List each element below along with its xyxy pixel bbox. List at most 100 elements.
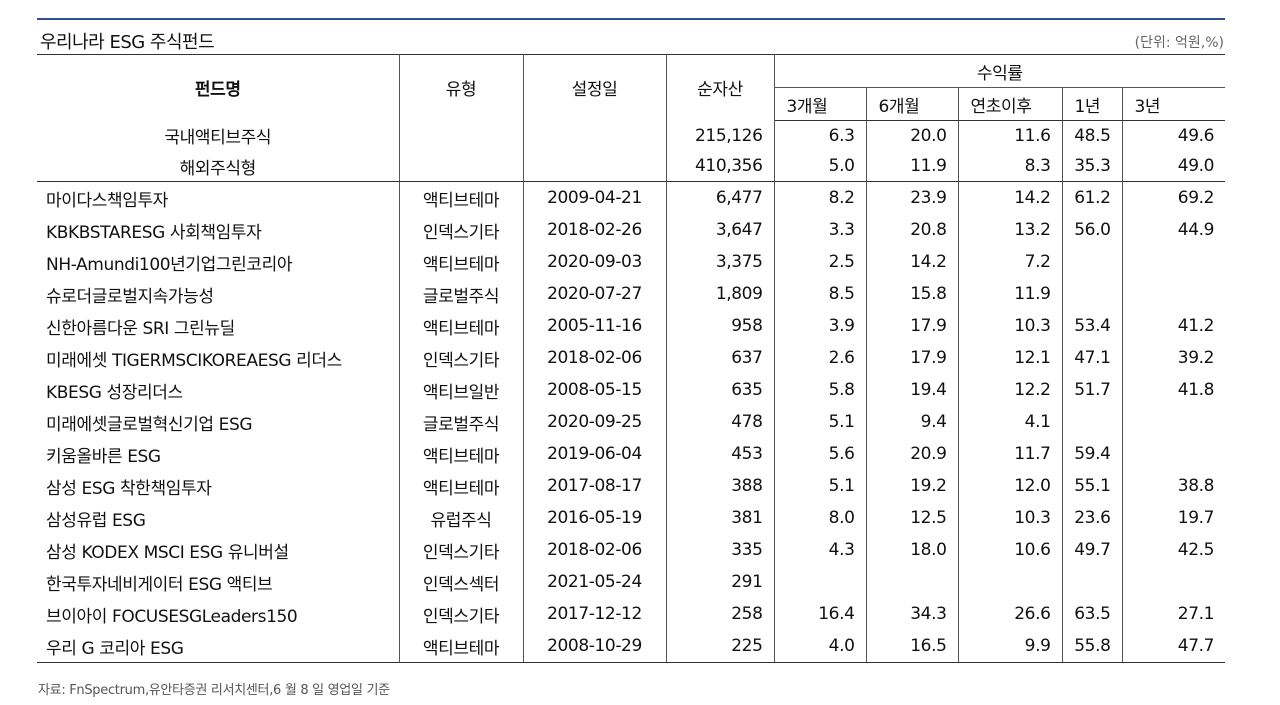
fund-name: KBESG 성장리더스 xyxy=(37,374,400,406)
cell-1y: 55.8 xyxy=(1062,630,1123,663)
header-date: 설정일 xyxy=(523,54,667,121)
cell-type: 액티브테마 xyxy=(399,246,524,278)
cell-6m: 14.2 xyxy=(866,246,959,278)
cell-type: 인덱스기타 xyxy=(399,598,524,630)
cell-type: 글로벌주식 xyxy=(399,406,524,438)
cell-6m: 20.8 xyxy=(866,214,959,246)
cell-1y xyxy=(1062,246,1123,278)
cell-ytd: 10.3 xyxy=(958,310,1063,342)
cell-ytd: 14.2 xyxy=(958,181,1063,214)
header-fund-name: 펀드명 xyxy=(37,54,400,121)
cell-3y: 41.2 xyxy=(1177,316,1215,336)
cell-3m: 3.3 xyxy=(774,214,867,246)
cell-3y: 42.5 xyxy=(1177,540,1215,560)
fund-name: 우리 G 코리아 ESG xyxy=(37,630,400,663)
cell-type: 액티브일반 xyxy=(399,374,524,406)
cell-type: 액티브테마 xyxy=(399,630,524,663)
cell-1y: 56.0 xyxy=(1062,214,1123,246)
cell-assets: 258 xyxy=(666,598,775,630)
cell-6m: 19.2 xyxy=(866,470,959,502)
cell-3m: 5.0 xyxy=(774,151,867,182)
cell-3y: 38.8 xyxy=(1177,476,1215,496)
cell-date: 2016-05-19 xyxy=(523,502,667,534)
cell-assets: 410,356 xyxy=(666,151,775,182)
cell-ytd: 13.2 xyxy=(958,214,1063,246)
cell-3y xyxy=(1122,278,1225,310)
category-name: 국내액티브주식 xyxy=(37,120,400,151)
cell-3m: 6.3 xyxy=(774,120,867,151)
cell-3m: 5.8 xyxy=(774,374,867,406)
cell-1y: 61.2 xyxy=(1062,181,1123,214)
cell-3y: 41.8 xyxy=(1177,380,1215,400)
cell-ytd xyxy=(958,566,1063,598)
cell-date: 2019-06-04 xyxy=(523,438,667,470)
cell-3m: 5.1 xyxy=(774,470,867,502)
cell-ytd: 11.7 xyxy=(958,438,1063,470)
cell-date: 2018-02-06 xyxy=(523,534,667,566)
table-row: 우리 G 코리아 ESG 액티브테마 2008-10-29 225 4.0 16.5 9.9… xyxy=(37,630,1226,663)
source-note: 자료: FnSpectrum,유안타증권 리서치센터,6 월 8 일 영업일 기… xyxy=(38,683,390,698)
table-row: 삼성 ESG 착한책임투자 액티브테마 2017-08-17 388 5.1 19.2 12… xyxy=(37,470,1225,502)
cell-assets: 6,477 xyxy=(666,181,775,214)
table-header: 펀드명 유형 설정일 순자산 수익률 3개월 6개월 연초이후 1년 3년 xyxy=(37,54,1226,121)
cell-date: 2008-10-29 xyxy=(523,630,667,663)
cell-6m: 16.5 xyxy=(866,630,959,663)
cell-3m: 8.5 xyxy=(774,278,867,310)
cell-ytd: 11.9 xyxy=(958,278,1063,310)
cell-type: 액티브테마 xyxy=(399,438,524,470)
cell-type: 유럽주식 xyxy=(399,502,524,534)
cell-3y: 49.0 xyxy=(1122,151,1226,182)
cell-date: 2021-05-24 xyxy=(523,566,667,598)
cell-empty xyxy=(523,151,667,182)
cell-6m: 20.9 xyxy=(866,438,959,470)
cell-1y: 63.5 xyxy=(1062,598,1123,630)
summary-rows: 국내액티브주식 215,126 6.3 20.0 11.6 48.5 49.6 … xyxy=(37,120,1226,182)
cell-assets: 453 xyxy=(666,438,775,470)
cell-assets: 225 xyxy=(666,630,775,663)
cell-1y: 59.4 xyxy=(1062,438,1123,470)
table-row: 신한아름다운 SRI 그린뉴딜 액티브테마 2005-11-16 958 3.9 17.9… xyxy=(37,310,1225,342)
cell-date: 2017-12-12 xyxy=(523,598,667,630)
header-1y: 1년 xyxy=(1062,87,1123,121)
table-row: 브이아이 FOCUSESGLeaders150 인덱스기타 2017-12-12 25… xyxy=(37,598,1225,630)
cell-3y: 49.6 xyxy=(1177,126,1215,146)
cell-assets: 291 xyxy=(666,566,775,598)
cell-ytd: 12.0 xyxy=(958,470,1063,502)
cell-type: 인덱스섹터 xyxy=(399,566,524,598)
cell-ytd: 7.2 xyxy=(958,246,1063,278)
cell-3m: 4.3 xyxy=(774,534,867,566)
cell-1y: 48.5 xyxy=(1062,120,1123,151)
cell-1y: 49.7 xyxy=(1062,534,1123,566)
cell-type: 인덱스기타 xyxy=(399,342,524,374)
fund-name: KBKBSTARESG 사회책임투자 xyxy=(37,214,400,246)
cell-assets: 637 xyxy=(666,342,775,374)
cell-1y xyxy=(1062,278,1123,310)
cell-3y: 44.9 xyxy=(1177,220,1215,240)
cell-3y: 47.7 xyxy=(1122,630,1226,663)
fund-name: 신한아름다운 SRI 그린뉴딜 xyxy=(37,310,400,342)
cell-6m: 11.9 xyxy=(866,151,959,182)
table-row: 한국투자네비게이터 ESG 액티브 인덱스섹터 2021-05-24 291 xyxy=(37,566,1225,598)
cell-date: 2020-09-03 xyxy=(523,246,667,278)
header-6m: 6개월 xyxy=(866,87,959,121)
cell-empty xyxy=(399,151,524,182)
fund-name: 키움올바른 ESG xyxy=(37,438,400,470)
cell-type: 인덱스기타 xyxy=(399,214,524,246)
title-rule xyxy=(37,18,1225,20)
cell-date: 2018-02-26 xyxy=(523,214,667,246)
fund-rows: 마이다스책임투자 액티브테마 2009-04-21 6,477 8.2 23.9 14.2 6… xyxy=(37,181,1226,663)
cell-3y: 39.2 xyxy=(1177,348,1215,368)
cell-assets: 335 xyxy=(666,534,775,566)
cell-6m: 17.9 xyxy=(866,310,959,342)
cell-6m: 18.0 xyxy=(866,534,959,566)
cell-3y: 27.1 xyxy=(1177,604,1215,624)
cell-3m: 8.2 xyxy=(774,181,867,214)
fund-name: 슈로더글로벌지속가능성 xyxy=(37,278,400,310)
cell-type: 액티브테마 xyxy=(399,310,524,342)
cell-assets: 1,809 xyxy=(666,278,775,310)
cell-6m: 17.9 xyxy=(866,342,959,374)
cell-3y xyxy=(1122,246,1225,278)
fund-name: 미래에셋글로벌혁신기업 ESG xyxy=(37,406,400,438)
cell-1y: 55.1 xyxy=(1062,470,1123,502)
cell-assets: 388 xyxy=(666,470,775,502)
